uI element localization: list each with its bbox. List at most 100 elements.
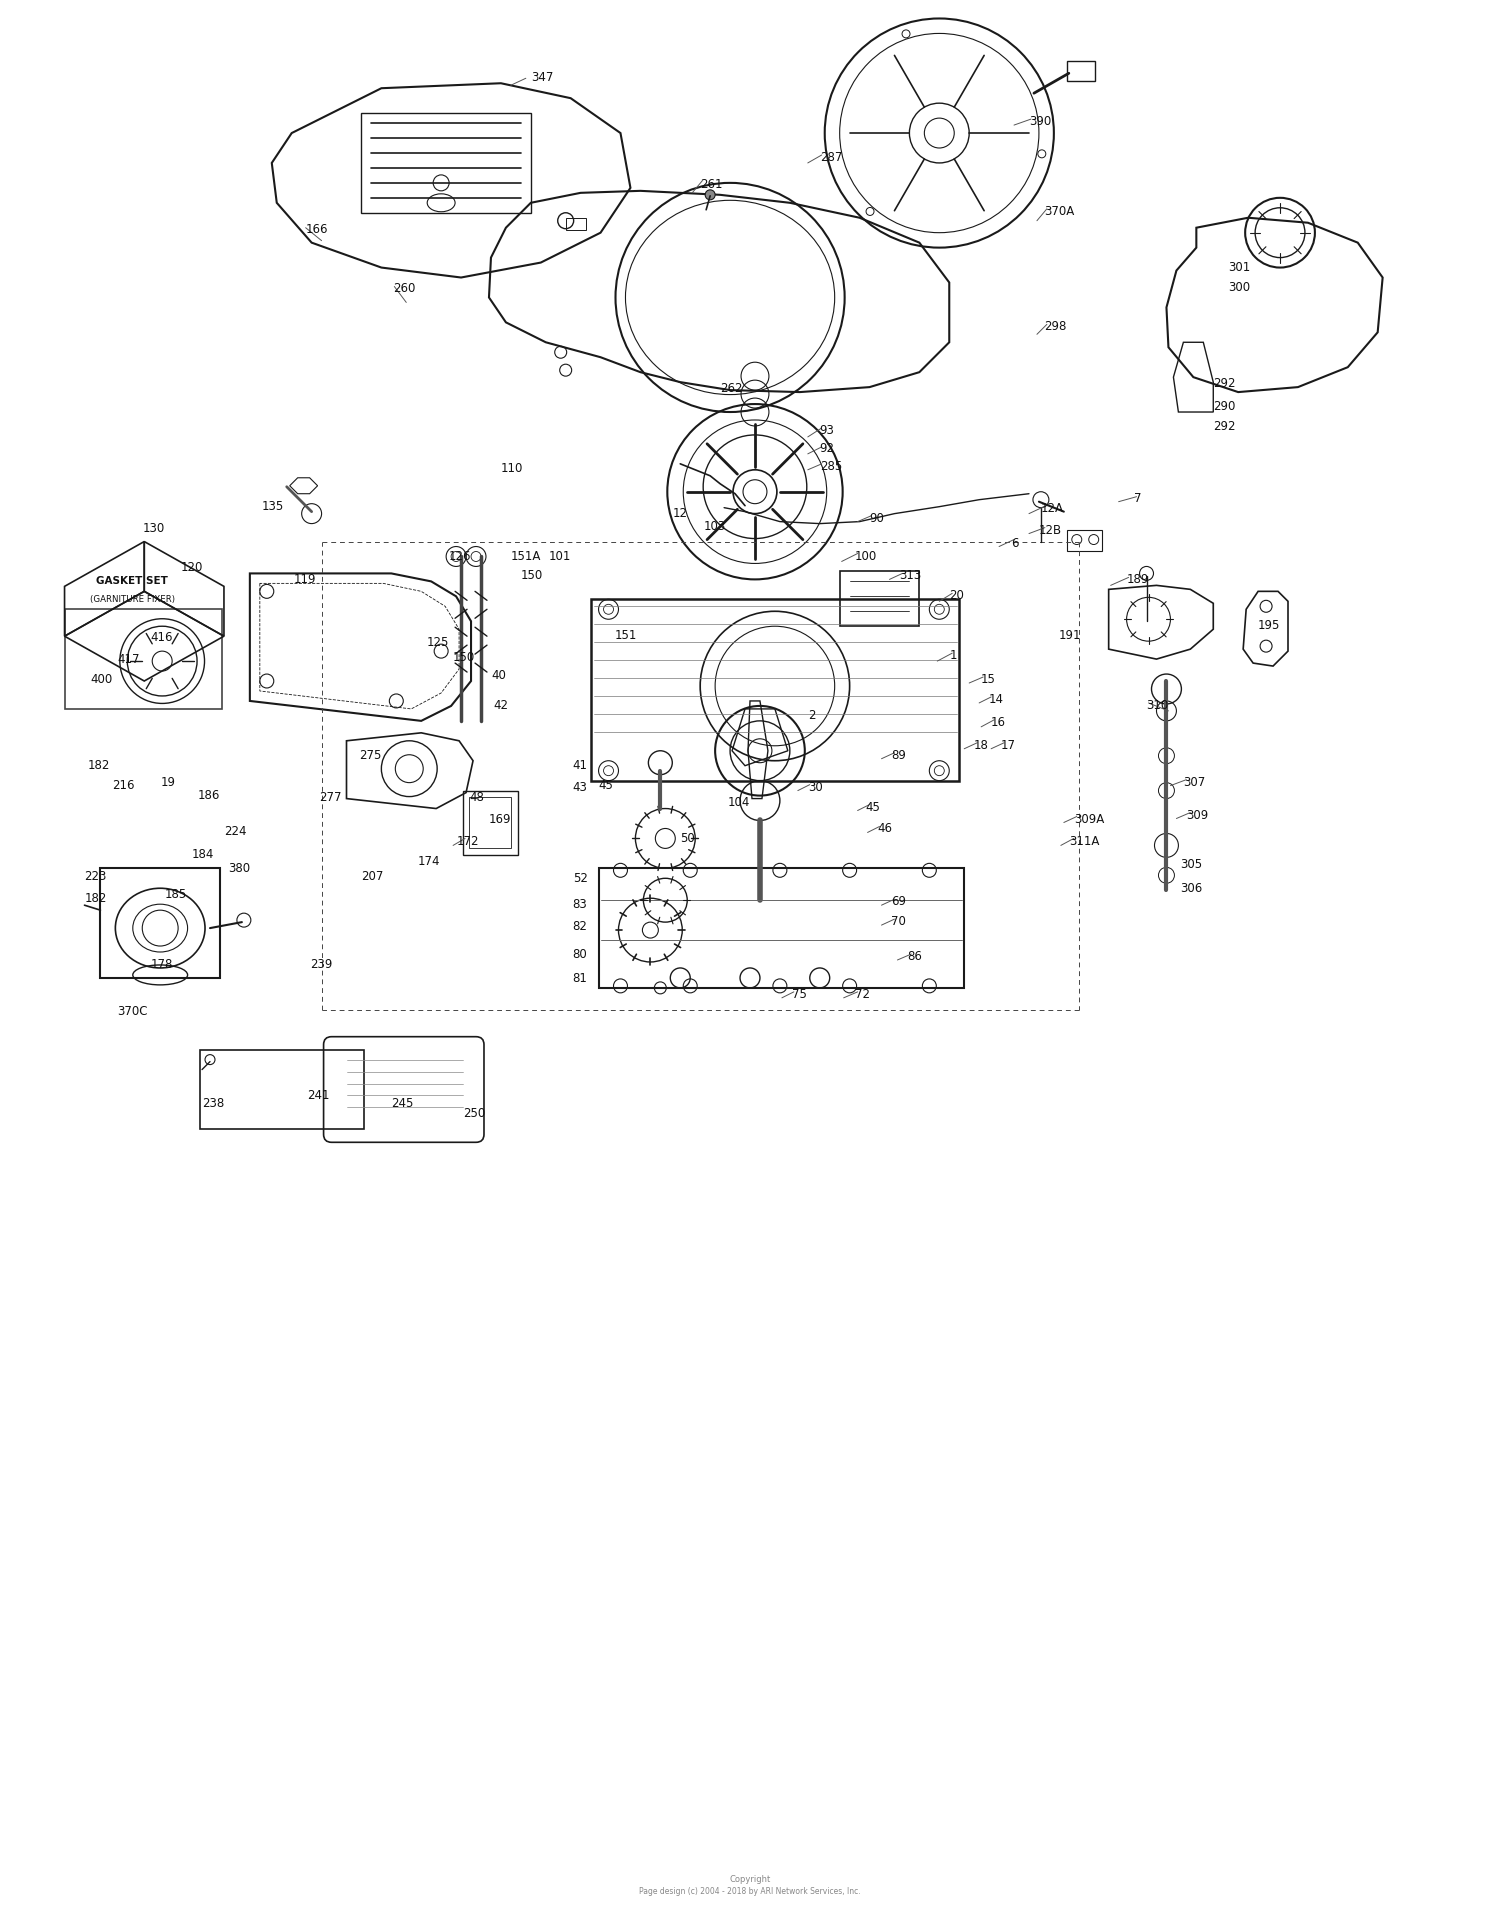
Text: 14: 14	[988, 693, 1004, 706]
Text: 126: 126	[448, 550, 471, 563]
Bar	[1066, 529, 1101, 552]
Text: 169: 169	[489, 813, 512, 825]
Text: 120: 120	[182, 561, 204, 575]
Text: 250: 250	[464, 1107, 486, 1121]
Bar	[362, 113, 531, 212]
Text: 20: 20	[950, 590, 964, 603]
Text: 370C: 370C	[117, 1004, 148, 1017]
Text: 1: 1	[950, 649, 957, 662]
Text: 92: 92	[819, 441, 834, 454]
Text: 311A: 311A	[1070, 836, 1100, 848]
Text: 262: 262	[720, 382, 742, 395]
Bar	[64, 609, 222, 708]
Text: 16: 16	[992, 716, 1006, 729]
Text: 42: 42	[494, 699, 508, 712]
Text: 182: 182	[87, 758, 109, 771]
Text: 43: 43	[573, 781, 588, 794]
Bar	[840, 571, 920, 626]
Text: 151: 151	[615, 630, 638, 641]
Text: 72: 72	[855, 987, 870, 1000]
Text: 261: 261	[700, 178, 723, 191]
Text: 224: 224	[224, 825, 246, 838]
Text: 50: 50	[681, 832, 694, 846]
Text: GASKET SET: GASKET SET	[96, 577, 168, 586]
Text: 151A: 151A	[512, 550, 542, 563]
Text: 52: 52	[573, 872, 588, 886]
Bar	[1066, 61, 1095, 82]
Bar	[464, 790, 518, 855]
Text: 370A: 370A	[1044, 204, 1074, 218]
Text: 17: 17	[1000, 739, 1016, 752]
Text: 150: 150	[520, 569, 543, 582]
Text: 70: 70	[891, 914, 906, 928]
Bar	[470, 796, 512, 848]
Text: 347: 347	[531, 71, 554, 84]
Text: 306: 306	[1180, 882, 1203, 895]
Text: 287: 287	[819, 151, 842, 164]
Text: 310: 310	[1146, 699, 1168, 712]
Text: Copyright: Copyright	[729, 1875, 771, 1884]
Text: 83: 83	[573, 899, 588, 911]
Text: 307: 307	[1184, 775, 1206, 788]
Text: 313: 313	[900, 569, 921, 582]
Text: 135: 135	[262, 500, 284, 514]
Text: 174: 174	[417, 855, 440, 869]
Text: 277: 277	[320, 790, 342, 804]
Text: 241: 241	[306, 1090, 328, 1103]
Text: 298: 298	[1044, 321, 1066, 334]
Circle shape	[705, 189, 716, 200]
Text: 86: 86	[908, 951, 922, 962]
Text: 178: 178	[150, 958, 172, 972]
Text: 216: 216	[112, 779, 135, 792]
Text: 292: 292	[1214, 420, 1236, 433]
Text: 186: 186	[198, 788, 220, 802]
Text: 30: 30	[808, 781, 822, 794]
Text: 12B: 12B	[1040, 523, 1062, 536]
Text: (GARNITURE FIXER): (GARNITURE FIXER)	[90, 596, 176, 603]
Text: 100: 100	[855, 550, 877, 563]
Text: 189: 189	[1126, 573, 1149, 586]
Text: 93: 93	[819, 424, 834, 437]
Text: 110: 110	[501, 462, 524, 475]
Text: 119: 119	[294, 573, 316, 586]
Text: 41: 41	[573, 758, 588, 771]
Text: 69: 69	[891, 895, 906, 909]
Text: 301: 301	[1228, 262, 1251, 273]
Text: 238: 238	[202, 1098, 225, 1111]
Text: 191: 191	[1059, 630, 1082, 641]
Text: 7: 7	[1134, 493, 1142, 504]
Text: 103: 103	[704, 519, 726, 533]
Text: 285: 285	[819, 460, 842, 473]
Text: 6: 6	[1011, 536, 1019, 550]
Text: 305: 305	[1180, 859, 1203, 871]
Text: 101: 101	[549, 550, 572, 563]
Text: 309A: 309A	[1074, 813, 1104, 825]
Text: 390: 390	[1029, 115, 1051, 128]
Text: 195: 195	[1258, 619, 1281, 632]
Text: 416: 416	[150, 632, 172, 643]
Text: 19: 19	[160, 775, 176, 788]
Text: 40: 40	[490, 668, 506, 682]
Text: 417: 417	[117, 653, 140, 666]
Text: 75: 75	[792, 987, 807, 1000]
Text: 166: 166	[306, 223, 328, 235]
Text: 2: 2	[808, 708, 816, 722]
Text: 48: 48	[470, 790, 484, 804]
Text: 290: 290	[1214, 401, 1236, 412]
Text: 223: 223	[84, 871, 106, 884]
Text: 172: 172	[458, 836, 480, 848]
Bar	[200, 1050, 364, 1130]
Text: 182: 182	[84, 892, 106, 905]
Text: 89: 89	[891, 748, 906, 762]
Text: 130: 130	[142, 521, 165, 535]
Text: 309: 309	[1186, 809, 1209, 821]
Text: 18: 18	[974, 739, 988, 752]
Text: 90: 90	[870, 512, 885, 525]
Text: 104: 104	[728, 796, 750, 809]
Text: 185: 185	[164, 888, 186, 901]
Text: 81: 81	[573, 972, 588, 985]
Text: Page design (c) 2004 - 2018 by ARI Network Services, Inc.: Page design (c) 2004 - 2018 by ARI Netwo…	[639, 1886, 861, 1896]
Text: 12: 12	[672, 506, 687, 519]
Text: 292: 292	[1214, 378, 1236, 389]
Text: 400: 400	[90, 674, 112, 685]
